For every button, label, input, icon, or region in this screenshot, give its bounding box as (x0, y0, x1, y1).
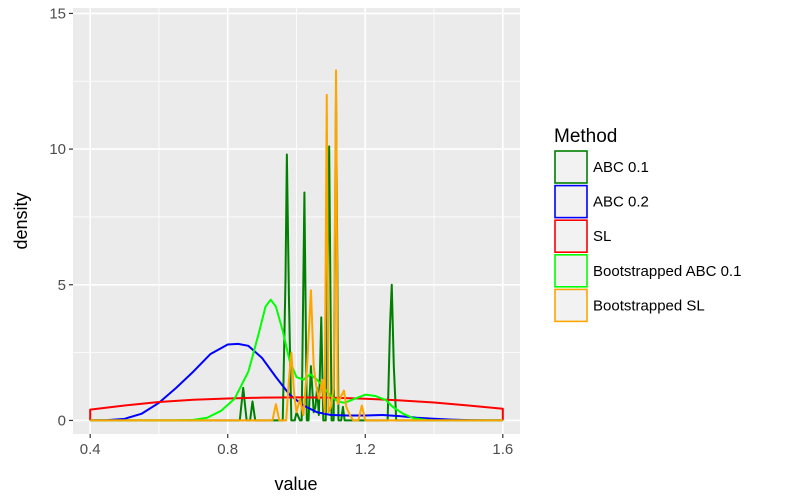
legend-item-label: ABC 0.1 (593, 159, 649, 176)
y-tick-label: 0 (58, 412, 66, 429)
series-line (90, 298, 503, 422)
series-lines (89, 69, 504, 422)
y-axis: 0 5 10 15 (49, 5, 73, 429)
legend-key (554, 288, 588, 323)
series-line (90, 342, 503, 422)
legend-item-label: SL (593, 228, 611, 245)
y-axis-title: density (11, 192, 31, 249)
legend-item-label: Bootstrapped ABC 0.1 (593, 263, 741, 280)
legend: Method ABC 0.1 ABC 0.2 SL Bootstrapped ABC … (554, 126, 741, 323)
legend-key (554, 150, 588, 184)
x-tick-label: 1.2 (355, 441, 376, 458)
x-axis-title: value (274, 474, 317, 494)
minor-gridlines (73, 8, 520, 434)
legend-key (554, 219, 588, 253)
legend-item-label: ABC 0.2 (593, 194, 649, 211)
y-tick-label: 5 (58, 277, 66, 294)
legend-key (554, 184, 588, 219)
legend-key (554, 254, 588, 288)
y-tick-label: 15 (49, 5, 66, 22)
series-line (89, 396, 504, 421)
series-line (90, 69, 503, 422)
y-tick-label: 10 (49, 141, 66, 158)
legend-item-label: Bootstrapped SL (593, 297, 705, 314)
x-tick-label: 1.6 (492, 441, 513, 458)
x-tick-label: 0.8 (217, 441, 238, 458)
legend-title: Method (554, 126, 617, 147)
x-tick-label: 0.4 (80, 441, 101, 458)
series-line (90, 91, 503, 422)
x-axis: 0.4 0.8 1.2 1.6 (80, 434, 513, 458)
